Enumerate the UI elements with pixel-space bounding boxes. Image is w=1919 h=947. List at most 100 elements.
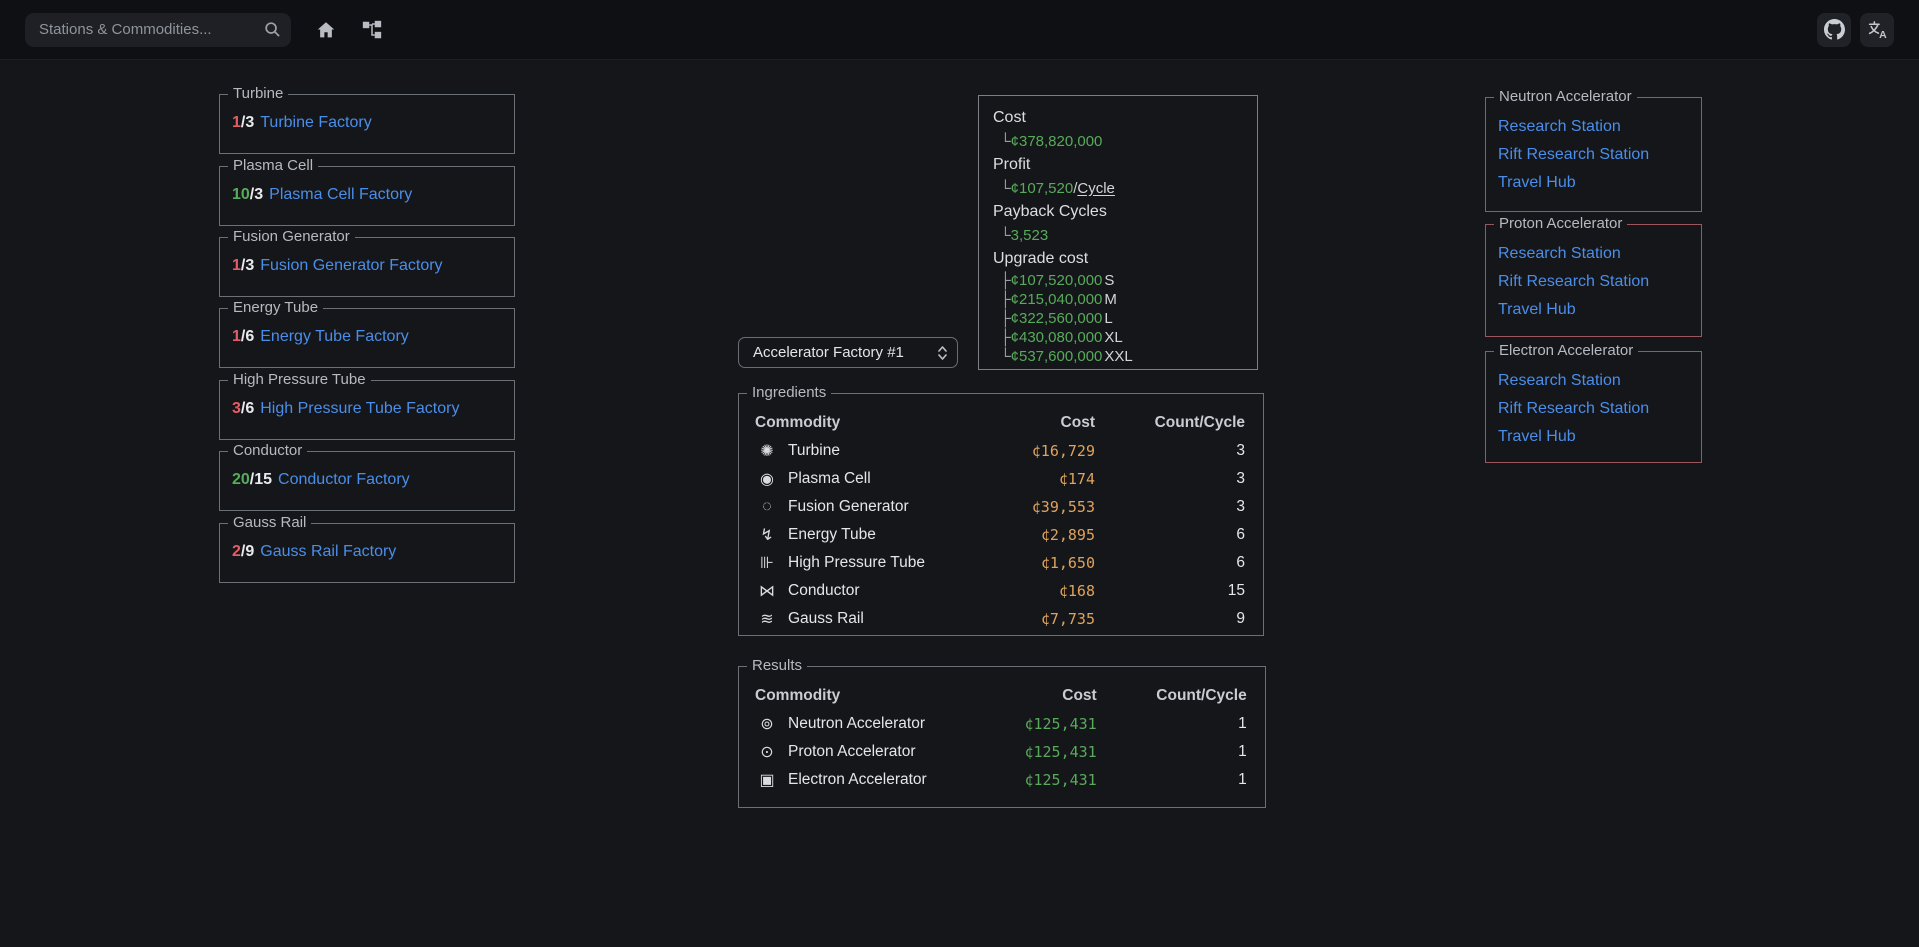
search-input[interactable] [39,21,264,38]
github-icon[interactable] [1817,12,1851,47]
search-icon [264,21,281,38]
turbine-icon: ✺ [760,443,774,460]
table-row: ▣ Electron Accelerator ¢125,431 1 [739,766,1265,794]
tree-branch-icon: └ [1000,227,1011,244]
station-link[interactable]: Rift Research Station [1498,273,1650,290]
ingredients-legend: Ingredients [752,384,827,401]
commodity-count: 3 [1236,470,1245,487]
factory-link[interactable]: High Pressure Tube Factory [260,400,460,417]
upgrade-size: L [1104,310,1113,327]
factory-link[interactable]: Energy Tube Factory [260,328,409,345]
factory-select-value: Accelerator Factory #1 [753,344,904,361]
upgrade-value: ¢430,080,000 [1010,329,1103,346]
required-count: /15 [249,471,273,488]
proton-accelerator-icon: ⊙ [760,744,774,761]
commodity-count: 1 [1238,715,1247,732]
select-stepper-icon [937,344,948,362]
upgrade-size: XL [1104,329,1123,346]
tree-branch-icon: ├ [1000,272,1011,289]
commodity-cost: ¢125,431 [1024,715,1097,733]
factory-link[interactable]: Turbine Factory [260,114,372,131]
column-cost: Cost [1062,687,1097,704]
panel-legend: Conductor [233,442,303,459]
commodity-panel-plasma-cell: Plasma Cell 10/3 Plasma Cell Factory [219,156,515,226]
commodity-panel-energy-tube: Energy Tube 1/6 Energy Tube Factory [219,298,515,368]
neutron-accelerator-icon: ⊚ [760,716,774,733]
translate-icon[interactable]: A [1860,12,1894,47]
table-row: ⋈ Conductor ¢168 15 [739,577,1263,605]
station-link[interactable]: Rift Research Station [1498,146,1650,163]
upgrade-cost-label: Upgrade cost [993,250,1089,267]
tree-branch-icon: └ [1000,180,1011,197]
commodity-panel-gauss-rail: Gauss Rail 2/9 Gauss Rail Factory [219,513,515,583]
factory-link[interactable]: Plasma Cell Factory [269,186,413,203]
factory-link[interactable]: Fusion Generator Factory [260,257,443,274]
owned-count: 1 [232,328,241,345]
sitemap-icon[interactable] [359,17,385,43]
commodity-count: 15 [1227,582,1245,599]
payback-label: Payback Cycles [993,203,1107,220]
ingredients-panel: Ingredients Commodity Cost Count/Cycle ✺… [738,383,1264,636]
commodity-cost: ¢168 [1058,582,1095,600]
station-panel-proton-accelerator: Proton Accelerator Research Station Rift… [1485,214,1702,337]
commodity-cost: ¢39,553 [1031,498,1095,516]
panel-legend: Neutron Accelerator [1499,88,1632,105]
panel-legend: Fusion Generator [233,228,350,245]
commodity-count: 9 [1236,610,1245,627]
plasma-cell-icon: ◉ [760,471,774,488]
station-link[interactable]: Research Station [1498,245,1621,262]
station-link[interactable]: Travel Hub [1498,428,1576,445]
commodity-count: 6 [1236,554,1245,571]
commodity-count: 6 [1236,526,1245,543]
panel-legend: Energy Tube [233,299,319,316]
commodity-cost: ¢7,735 [1040,610,1095,628]
table-row: ✺ Turbine ¢16,729 3 [739,437,1263,465]
station-link[interactable]: Rift Research Station [1498,400,1650,417]
upgrade-size: S [1104,272,1115,289]
commodity-panel-fusion-generator: Fusion Generator 1/3 Fusion Generator Fac… [219,227,515,297]
column-commodity: Commodity [755,687,841,704]
commodity-cost: ¢1,650 [1040,554,1095,572]
cost-value: ¢378,820,000 [1010,133,1103,150]
table-row: ⊚ Neutron Accelerator ¢125,431 1 [739,710,1265,738]
owned-count: 3 [232,400,241,417]
tree-branch-icon: └ [1000,348,1011,365]
profit-label: Profit [993,156,1031,173]
commodity-cost: ¢174 [1058,470,1095,488]
station-link[interactable]: Research Station [1498,372,1621,389]
required-count: /3 [240,114,255,131]
factory-select[interactable]: Accelerator Factory #1 [738,337,958,368]
results-legend: Results [752,657,803,674]
panel-legend: Plasma Cell [233,157,314,174]
home-icon[interactable] [313,17,339,43]
commodity-count: 1 [1238,771,1247,788]
commodity-name: Fusion Generator [788,498,909,515]
table-row: ⊪ High Pressure Tube ¢1,650 6 [739,549,1263,577]
station-link[interactable]: Travel Hub [1498,174,1576,191]
table-row: ↯ Energy Tube ¢2,895 6 [739,521,1263,549]
conductor-icon: ⋈ [759,583,775,600]
commodity-panel-conductor: Conductor 20/15 Conductor Factory [219,441,515,511]
commodity-count: 3 [1236,442,1245,459]
owned-count: 20 [232,471,250,488]
station-link[interactable]: Research Station [1498,118,1621,135]
commodity-cost: ¢125,431 [1024,771,1097,789]
commodity-name: Conductor [788,582,860,599]
panel-legend: Proton Accelerator [1499,215,1623,232]
factory-link[interactable]: Conductor Factory [278,471,410,488]
required-count: /3 [240,257,255,274]
commodity-cost: ¢16,729 [1031,442,1095,460]
fusion-generator-icon: ◌ [762,498,772,515]
table-header: Commodity Cost Count/Cycle [739,682,1265,710]
topbar: A [0,0,1919,60]
profit-value: ¢107,520 [1010,180,1074,197]
factory-link[interactable]: Gauss Rail Factory [260,543,397,560]
cycle-term[interactable]: Cycle [1077,180,1115,197]
commodity-panel-high-pressure-tube: High Pressure Tube 3/6 High Pressure Tube… [219,370,515,440]
panel-legend: Electron Accelerator [1499,342,1634,359]
owned-count: 10 [232,186,250,203]
station-link[interactable]: Travel Hub [1498,301,1576,318]
search-box[interactable] [25,12,291,47]
commodity-name: Turbine [788,442,840,459]
